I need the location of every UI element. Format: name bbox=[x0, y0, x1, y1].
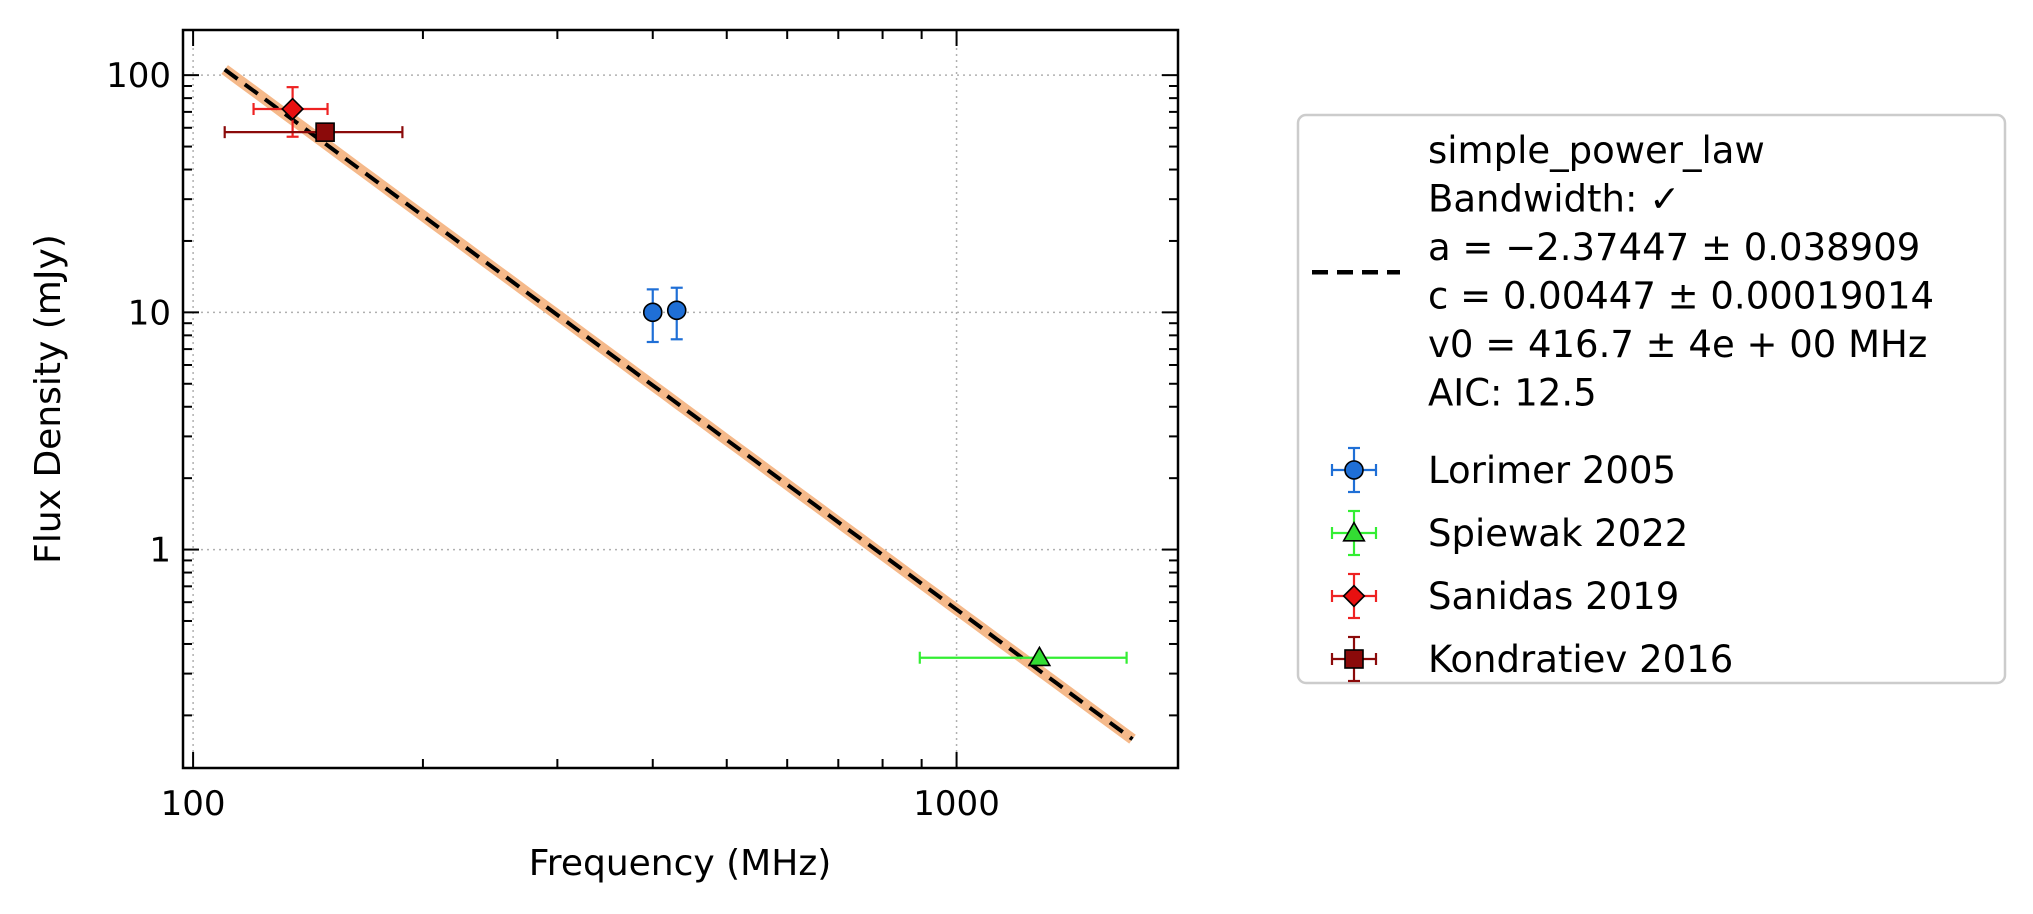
legend-fit-text-line: AIC: 12.5 bbox=[1428, 372, 1597, 415]
x-tick-label: 100 bbox=[161, 784, 226, 824]
legend-frame bbox=[1296, 113, 2007, 685]
data-point-circle bbox=[666, 300, 687, 321]
data-point-circle bbox=[642, 302, 663, 323]
legend-entry: Sanidas 2019 bbox=[1330, 572, 1679, 620]
legend-fit-text-line: c = 0.00447 ± 0.00019014 bbox=[1428, 275, 1934, 318]
data-point-diamond bbox=[281, 97, 305, 121]
legend-fit-text-line: v0 = 416.7 ± 4e + 00 MHz bbox=[1428, 323, 1927, 366]
legend-series-label: Lorimer 2005 bbox=[1428, 449, 1676, 492]
series-spiewak-2022 bbox=[918, 645, 1128, 667]
legend: simple_power_law Bandwidth: ✓ a = −2.37447… bbox=[1296, 113, 2007, 685]
data-point-triangle bbox=[1027, 645, 1052, 667]
y-tick-label: 100 bbox=[106, 56, 171, 96]
grid-lines bbox=[183, 30, 1178, 768]
legend-marker-triangle bbox=[1342, 521, 1366, 542]
fit-line-group bbox=[221, 65, 1136, 744]
legend-marker-diamond bbox=[1342, 584, 1366, 608]
plot-frame bbox=[181, 28, 1180, 770]
legend-fit-text-line: simple_power_law bbox=[1428, 129, 1765, 172]
y-tick-label: 10 bbox=[128, 293, 171, 333]
legend-entry: Spiewak 2022 bbox=[1330, 509, 1688, 557]
data-point-square bbox=[315, 122, 335, 142]
legend-marker-square bbox=[1344, 649, 1364, 669]
legend-fit-text-line: Bandwidth: ✓ bbox=[1428, 178, 1680, 221]
legend-entry: Lorimer 2005 bbox=[1330, 446, 1676, 494]
legend-fit-text-line: a = −2.37447 ± 0.038909 bbox=[1428, 226, 1920, 269]
legend-series-label: Spiewak 2022 bbox=[1428, 512, 1688, 555]
x-axis-label: Frequency (MHz) bbox=[529, 843, 832, 884]
y-axis-label: Flux Density (mJy) bbox=[28, 234, 69, 564]
legend-entries: simple_power_law Bandwidth: ✓ a = −2.37447… bbox=[1312, 129, 1934, 683]
y-tick-label: 1 bbox=[149, 531, 171, 571]
legend-series-label: Sanidas 2019 bbox=[1428, 575, 1679, 618]
axis-ticks: 100 1000 1 10 100 bbox=[106, 30, 1178, 824]
legend-series-label: Kondratiev 2016 bbox=[1428, 638, 1733, 681]
series-sanidas-2019 bbox=[252, 86, 329, 138]
data-points-group bbox=[223, 86, 1128, 667]
series-lorimer-2005 bbox=[642, 286, 687, 344]
legend-marker-circle bbox=[1344, 460, 1364, 480]
fit-line bbox=[223, 67, 1134, 741]
legend-entry: Kondratiev 2016 bbox=[1330, 635, 1733, 683]
series-kondratiev-2016 bbox=[223, 122, 404, 142]
x-tick-label: 1000 bbox=[913, 784, 1000, 824]
